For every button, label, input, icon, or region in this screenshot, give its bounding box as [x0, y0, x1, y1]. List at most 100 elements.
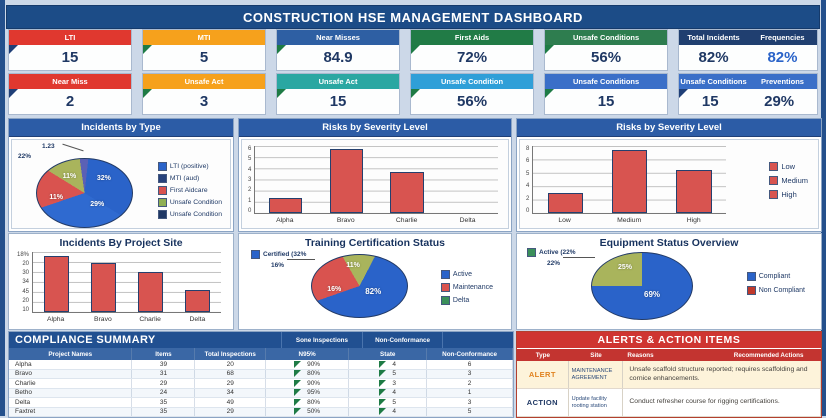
legend-item: MTI (aud)	[157, 174, 222, 183]
kpi-value: 82%	[767, 49, 798, 66]
kpi-label: Unsafe Conditions	[572, 33, 640, 42]
pie-slice-label: 11%	[346, 262, 360, 270]
y-axis-tick: 3	[248, 176, 252, 183]
table-cell: 4	[349, 407, 428, 416]
kpi-card-near-misses: Near Misses 84.9	[276, 29, 401, 71]
legend-label: Delta	[452, 297, 470, 304]
chart-legend: LTI (positive) MTI (aud) First Aidcare U…	[157, 162, 222, 219]
cell-text: 95%	[307, 389, 321, 397]
right-border-strip	[821, 0, 826, 416]
kpi-header: Unsafe Act	[277, 74, 400, 89]
corner-flag-icon	[679, 89, 689, 98]
cell-text: Bravo	[15, 370, 32, 378]
x-axis-label: Delta	[459, 216, 476, 224]
chart-legend: Low Medium High	[769, 162, 808, 199]
table-cell: 29	[195, 407, 267, 416]
pie-callout: Active (22%	[527, 248, 576, 257]
bar-alpha	[269, 197, 303, 213]
callout-label: 22%	[547, 260, 561, 267]
corner-flag-icon	[411, 45, 421, 54]
cell-text: 49	[226, 398, 234, 406]
bar-slot	[316, 146, 377, 213]
table-cell: 29	[195, 379, 267, 388]
column-header: Site	[590, 351, 602, 359]
cell-text: 80%	[307, 370, 321, 378]
kpi-header: MTI	[143, 30, 266, 45]
legend-item: Maintenance	[440, 283, 493, 292]
compliance-title: COMPLIANCE SUMMARY	[15, 334, 156, 346]
table-cell: 34	[195, 388, 267, 397]
legend-swatch-icon	[527, 248, 536, 257]
y-axis-tick: 0	[526, 207, 530, 214]
kpi-label: Preventions	[761, 77, 804, 86]
y-axis-tick: 6	[248, 146, 252, 152]
table-row: Delta 35 49 80% 5 3	[9, 398, 513, 408]
flag-icon	[294, 398, 302, 406]
panel-risks-by-severity-projects: Risks by Severity Level 6 5 4 3 2 1 0 Alpha Bra…	[238, 118, 512, 232]
x-axis: Alpha Bravo Charlie Delta	[32, 313, 221, 325]
kpi-label: Near Misses	[316, 33, 360, 42]
cell-text: 80%	[307, 398, 321, 406]
kpi-card-unsafe-conditions: Unsafe Conditions 56%	[544, 29, 669, 71]
kpi-card-unsafe-conditions-2: Unsafe Conditions 15	[544, 73, 669, 115]
legend-item: Active	[440, 270, 493, 279]
kpi-card-unsafe-condition: Unsafe Condition 56%	[410, 73, 535, 115]
legend-swatch-icon	[251, 250, 260, 259]
alert-site: MAINTENANCE AGREEMENT	[569, 361, 624, 388]
callout-line	[287, 259, 315, 260]
corner-flag-icon	[143, 89, 153, 98]
action-description: Conduct refresher course for rigging cer…	[623, 389, 821, 416]
plot-wrap: Low Medium High	[532, 146, 726, 226]
table-cell: Bravo	[9, 369, 133, 378]
plot-area	[32, 252, 221, 313]
kpi-card-total-incidents: Total Incidents Frequencies 82% 82%	[678, 29, 818, 71]
kpi-card-near-miss: Near Miss 2	[8, 73, 133, 115]
pie: 69% 25%	[591, 252, 693, 320]
table-cell: 4	[349, 388, 428, 397]
table-cell: Delta	[9, 398, 133, 407]
column-header: Project Names	[9, 348, 133, 360]
table-cell: 20	[195, 360, 267, 369]
dashboard-title-text: CONSTRUCTION HSE MANAGEMENT DASHBOARD	[243, 9, 583, 25]
card-title: Training Certification Status	[304, 237, 446, 249]
pie-outside-label: 22%	[18, 153, 32, 160]
left-border-strip	[0, 0, 5, 416]
bar-bravo	[90, 262, 117, 312]
table-row: Bravo 31 68 80% 5 3	[9, 369, 513, 379]
kpi-value: 56%	[591, 49, 622, 66]
kpi-value: 5	[199, 49, 209, 66]
kpi-card-unsafe-act-2: Unsafe Act 15	[276, 73, 401, 115]
cell-text: Betho	[15, 389, 32, 397]
pie-slice-label: 69%	[644, 289, 661, 299]
plot-area	[254, 146, 498, 214]
cell-text: 29	[226, 379, 234, 387]
legend-item: First Aidcare	[157, 186, 222, 195]
table-header-row: Project Names Items Total Inspections N9…	[9, 348, 513, 360]
table-cell: 5	[427, 407, 513, 416]
legend-swatch-icon	[440, 270, 450, 279]
panel-incidents-by-type: Incidents by Type 32% 29% 11% 11% 1.23 2…	[8, 118, 234, 232]
y-axis-tick: 5	[248, 156, 252, 163]
kpi-header: Unsafe Conditions	[545, 30, 668, 45]
pie: 32% 29% 11% 11%	[36, 158, 133, 228]
legend-label: LTI (positive)	[169, 163, 209, 170]
table-cell: 1	[427, 388, 513, 397]
flag-icon	[379, 408, 387, 416]
legend-item: High	[769, 190, 808, 199]
x-axis-label: Low	[558, 216, 571, 224]
kpi-body: 72%	[411, 45, 534, 70]
legend-label: High	[781, 190, 797, 199]
y-axis-tick: 20	[22, 297, 30, 304]
kpi-header: First Aids	[411, 30, 534, 45]
y-axis-tick: 4	[526, 183, 530, 190]
kpi-label: Unsafe Act	[184, 77, 224, 86]
pie-slice-label: 25%	[618, 263, 633, 271]
kpi-body: 15	[545, 89, 668, 114]
kpi-value: 15	[61, 49, 79, 66]
table-cell: 90%	[266, 360, 350, 369]
x-axis-label: Delta	[189, 315, 206, 323]
kpi-card-unsafe-act-1: Unsafe Act 3	[142, 73, 267, 115]
cell-text: 29	[226, 408, 234, 416]
x-axis-label: Bravo	[336, 216, 355, 224]
bar-bravo	[329, 149, 364, 213]
